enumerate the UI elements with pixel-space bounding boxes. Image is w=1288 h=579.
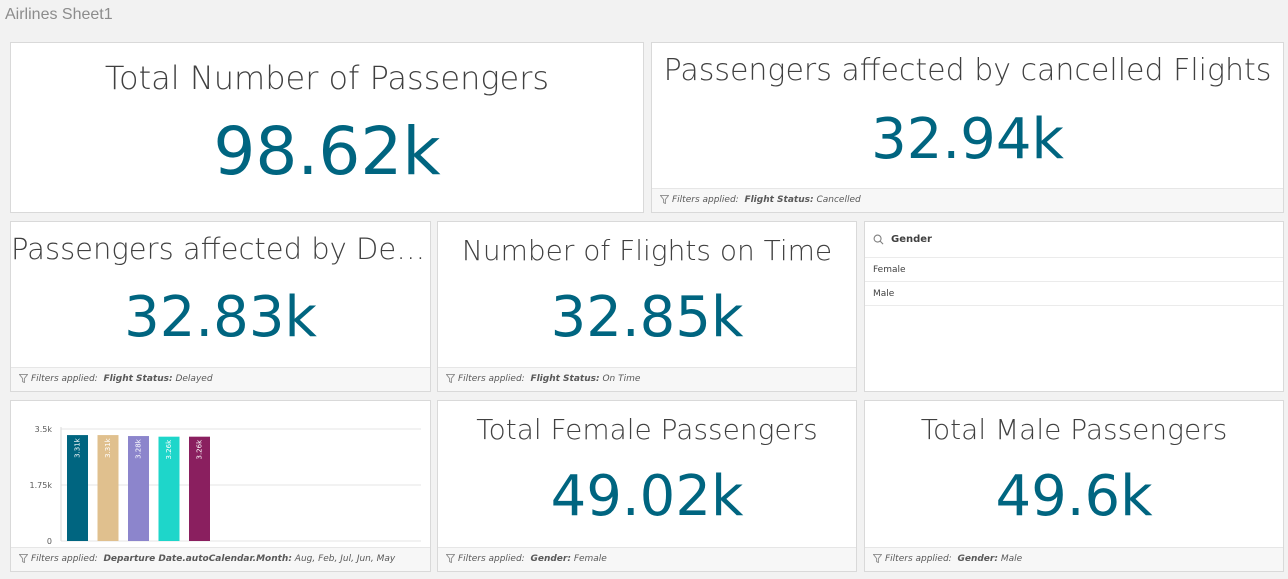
filters-applied-footer: Filters applied: Gender: Female	[438, 547, 856, 571]
bar-chart-canvas[interactable]: 0 1.75k 3.5k 3.31k 3.31k 3.28k 3.26k 3.26k	[11, 401, 430, 547]
bar-value-label: 3.26k	[196, 439, 204, 460]
filter-field: Flight Status:	[530, 374, 600, 384]
filter-field: Gender:	[957, 554, 998, 564]
bar-value-label: 3.31k	[74, 437, 82, 458]
kpi-title: Total Male Passengers	[920, 413, 1228, 446]
filter-value: Cancelled	[816, 195, 861, 205]
kpi-title: Total Number of Passengers	[104, 59, 550, 97]
bar-value-label: 3.28k	[135, 438, 143, 459]
filter-icon	[19, 554, 28, 563]
filter-field: Flight Status:	[744, 195, 814, 205]
filter-field: Departure Date.autoCalendar.Month:	[103, 554, 292, 564]
bar[interactable]	[128, 436, 149, 541]
filter-icon	[446, 374, 455, 383]
filter-value: Aug, Feb, Jul, Jun, May	[294, 554, 396, 564]
kpi-value: 49.6k	[995, 464, 1153, 529]
filters-applied-footer: Filters applied: Flight Status: Cancelle…	[652, 188, 1283, 212]
filters-applied-footer: Filters applied: Gender: Male	[865, 547, 1283, 571]
y-tick-label: 0	[47, 537, 52, 546]
filter-field: Flight Status:	[103, 374, 173, 384]
y-tick-label: 1.75k	[30, 481, 53, 490]
kpi-title: Number of Flights on Time	[461, 234, 833, 267]
kpi-title: Passengers affected by Del…	[11, 232, 430, 266]
kpi-delayed-passengers[interactable]: Passengers affected by Del… 32.83k Filte…	[10, 221, 431, 392]
bar-value-label: 3.26k	[165, 439, 173, 460]
kpi-flights-on-time[interactable]: Number of Flights on Time 32.85k Filters…	[437, 221, 857, 392]
kpi-value: 49.02k	[550, 464, 744, 529]
bar[interactable]	[158, 436, 180, 541]
kpi-title: Total Female Passengers	[476, 413, 818, 446]
filters-prefix: Filters applied:	[458, 554, 525, 564]
bar[interactable]	[189, 436, 210, 541]
filters-prefix: Filters applied:	[31, 554, 98, 564]
kpi-value: 32.94k	[871, 107, 1064, 172]
search-icon	[873, 234, 884, 245]
filter-value: Female	[573, 554, 607, 564]
month-bar-chart[interactable]: 0 1.75k 3.5k 3.31k 3.31k 3.28k 3.26k 3.26k Filt…	[10, 400, 431, 572]
kpi-cancelled-passengers[interactable]: Passengers affected by cancelled Flights…	[651, 42, 1284, 213]
filters-prefix: Filters applied:	[885, 554, 952, 564]
kpi-title: Passengers affected by cancelled Flights	[663, 53, 1272, 88]
filters-prefix: Filters applied:	[31, 374, 98, 384]
filter-value: Delayed	[175, 374, 213, 384]
filter-icon	[19, 374, 28, 383]
kpi-value: 32.85k	[550, 285, 744, 350]
filters-applied-footer: Filters applied: Flight Status: On Time	[438, 367, 856, 391]
filter-field: Gender:	[530, 554, 571, 564]
kpi-value: 32.83k	[124, 285, 317, 350]
filters-applied-footer: Filters applied: Flight Status: Delayed	[11, 367, 430, 391]
gender-item-female[interactable]: Female	[865, 258, 1283, 282]
gender-filter-header[interactable]: Gender	[865, 222, 1283, 258]
filter-icon	[873, 554, 882, 563]
filter-icon	[446, 554, 455, 563]
kpi-value: 98.62k	[213, 113, 441, 190]
kpi-male-passengers[interactable]: Total Male Passengers 49.6k Filters appl…	[864, 400, 1284, 572]
filters-prefix: Filters applied:	[458, 374, 525, 384]
sheet-title: Airlines Sheet1	[5, 6, 113, 23]
gender-filter-title: Gender	[891, 234, 932, 245]
bar[interactable]	[67, 435, 88, 541]
y-tick-label: 3.5k	[35, 425, 53, 434]
kpi-female-passengers[interactable]: Total Female Passengers 49.02k Filters a…	[437, 400, 857, 572]
filters-applied-footer: Filters applied: Departure Date.autoCale…	[11, 547, 430, 571]
gender-filter-pane[interactable]: Gender Female Male	[864, 221, 1284, 392]
filter-value: On Time	[602, 374, 641, 384]
filter-icon	[660, 195, 669, 204]
filters-prefix: Filters applied:	[672, 195, 739, 205]
filter-value: Male	[1000, 554, 1023, 564]
bar-value-label: 3.31k	[104, 437, 112, 458]
kpi-total-passengers[interactable]: Total Number of Passengers 98.62k	[10, 42, 644, 213]
gender-item-male[interactable]: Male	[865, 282, 1283, 306]
bar[interactable]	[97, 435, 119, 541]
